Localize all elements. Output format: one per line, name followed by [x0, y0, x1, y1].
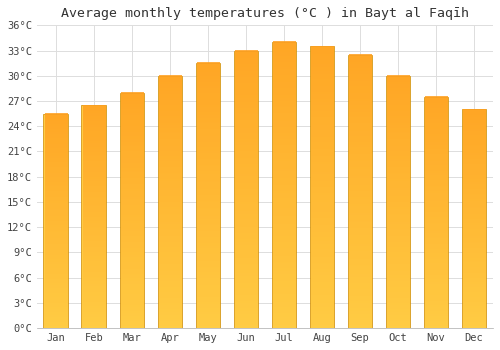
Bar [272, 42, 296, 328]
Bar [234, 50, 258, 328]
Bar [424, 97, 448, 328]
Bar [82, 105, 106, 328]
Title: Average monthly temperatures (°C ) in Bayt al Faqīh: Average monthly temperatures (°C ) in Ba… [61, 7, 469, 20]
Bar [386, 76, 410, 328]
Bar [462, 110, 486, 328]
Bar [158, 76, 182, 328]
Bar [120, 93, 144, 328]
Bar [310, 46, 334, 328]
Bar [44, 114, 68, 328]
Bar [196, 63, 220, 328]
Bar [348, 55, 372, 328]
